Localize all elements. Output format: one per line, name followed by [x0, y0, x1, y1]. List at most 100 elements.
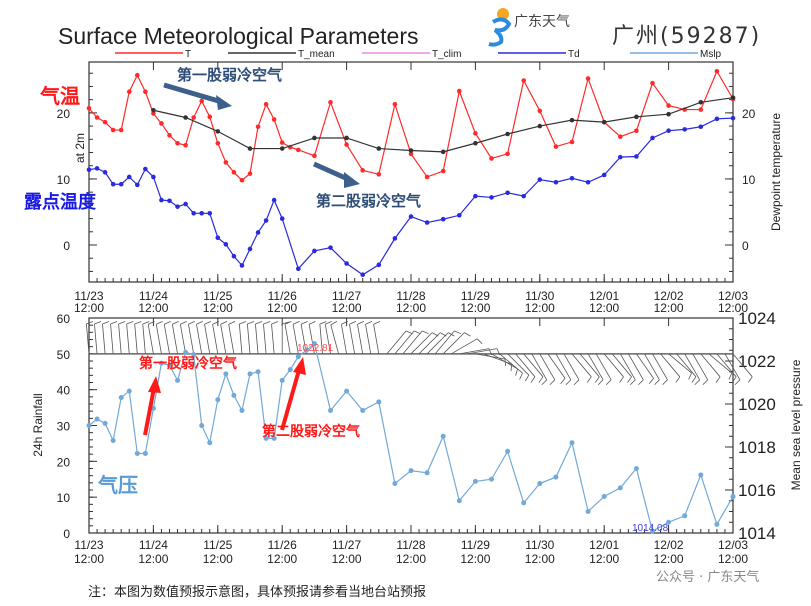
wind-barb-flag [515, 368, 518, 376]
wind-barb [142, 321, 150, 354]
wind-barb [531, 353, 548, 386]
sun-icon [497, 8, 509, 20]
wind-barb-flag [731, 376, 737, 383]
wind-barb-flag [319, 321, 327, 325]
x-tick-date: 11/25 [203, 538, 232, 552]
series-t-point [344, 142, 349, 147]
wind-barb-staff [595, 353, 612, 381]
wind-barb [220, 320, 228, 354]
wind-barb-flag [648, 378, 654, 385]
series-td-point [424, 220, 430, 225]
series-t-point [263, 101, 269, 107]
wind-barb [467, 348, 501, 356]
wind-barb-staff [126, 323, 130, 354]
series-t-point [376, 172, 382, 177]
series-mslp-point [682, 513, 688, 519]
series-td-point [360, 272, 366, 278]
wind-barb-flag [691, 376, 697, 383]
pressure-y-tick-label: 1024 [738, 309, 776, 328]
wind-barb-staff [571, 353, 592, 378]
wind-barb [732, 353, 753, 383]
wind-barb-staff [451, 338, 478, 355]
series-mslp-point [126, 388, 132, 394]
top-right-y-tick-label: 10 [742, 173, 756, 187]
wind-barb-staff [402, 330, 423, 355]
wind-barb-staff [394, 330, 415, 355]
series-t-point [553, 144, 559, 149]
x-tick-date: 11/25 [203, 289, 232, 303]
series-mslp-point [730, 493, 736, 499]
wind-barb-staff [330, 324, 339, 354]
rain-y-tick-label: 30 [57, 420, 71, 434]
wind-barb-flag [594, 376, 600, 383]
wind-barb-staff [555, 353, 572, 381]
arrow-icon [163, 82, 232, 110]
series-mslp-point [360, 407, 366, 413]
wind-barb [155, 320, 163, 354]
series-td-point [279, 216, 285, 221]
series-td-point [135, 182, 140, 188]
wind-barb [603, 353, 624, 383]
wind-barb-staff [340, 324, 347, 354]
wind-barb [126, 321, 134, 354]
wind-barb-staff [587, 353, 604, 381]
wind-barb [708, 353, 733, 380]
wind-barb-staff [467, 348, 497, 355]
wind-barb [319, 321, 327, 354]
wind-barb [263, 321, 271, 354]
wind-barb [724, 353, 741, 386]
x-tick-date: 11/28 [396, 538, 425, 552]
series-td-point [553, 179, 559, 185]
wind-barb-flag [454, 330, 461, 335]
x-tick-date: 12/02 [654, 289, 684, 303]
series-t-mean-point [344, 135, 349, 141]
wind-barb-staff [171, 324, 178, 354]
rain-y-tick-label: 40 [57, 384, 71, 398]
wind-barb-staff [163, 324, 170, 354]
series-td-point [489, 195, 494, 200]
series-t-point [118, 127, 124, 133]
rain-y-tick-label: 0 [63, 527, 70, 541]
wind-barb-flag [560, 378, 566, 385]
wind-barb-staff [386, 330, 407, 355]
pressure-y-tick-label: 1018 [738, 438, 776, 457]
wind-barb-staff [271, 323, 275, 354]
wind-barb-flag [476, 338, 483, 345]
x-tick-date: 11/26 [268, 538, 297, 552]
watermark: 公众号 · 广东天气 [656, 569, 759, 585]
series-td-point [175, 204, 180, 209]
wind-barb [539, 353, 556, 386]
x-tick-date: 12/03 [718, 538, 748, 552]
wind-barb-flag [734, 379, 741, 386]
series-t-point [489, 156, 494, 161]
series-t-point [223, 160, 229, 165]
series-t-mean-point [440, 149, 446, 155]
x-tick-time: 12:00 [589, 552, 619, 566]
series-mslp-point [633, 466, 639, 471]
wind-barb [507, 353, 530, 382]
series-t-mean-point [730, 95, 736, 100]
wind-barb [179, 320, 187, 354]
wind-barb-staff [563, 353, 580, 381]
rain-y-tick-label: 20 [57, 455, 71, 469]
footer-note: 注：本图为数值预报示意图，具体预报请参看当地台站预报 [88, 584, 426, 600]
x-tick-date: 11/27 [332, 538, 361, 552]
series-t-point [569, 139, 575, 145]
wind-barb-flag [212, 320, 220, 325]
series-mslp-point [311, 341, 317, 347]
series-mslp-point [271, 435, 277, 441]
series-t-point [698, 107, 704, 112]
series-td-point [698, 124, 704, 130]
series-mslp-point [585, 509, 591, 514]
x-tick-time: 12:00 [267, 301, 297, 315]
series-mslp-point [86, 423, 92, 428]
wind-barb-flag [422, 330, 429, 335]
x-tick-date: 11/29 [461, 289, 490, 303]
series-t-mean-point [473, 140, 478, 146]
top-left-axis-title: at 2m [73, 133, 87, 163]
legend-label-t: T [185, 49, 191, 60]
series-mslp-point [223, 371, 229, 377]
wind-barb [102, 321, 110, 354]
series-t-mean-point [634, 114, 639, 120]
